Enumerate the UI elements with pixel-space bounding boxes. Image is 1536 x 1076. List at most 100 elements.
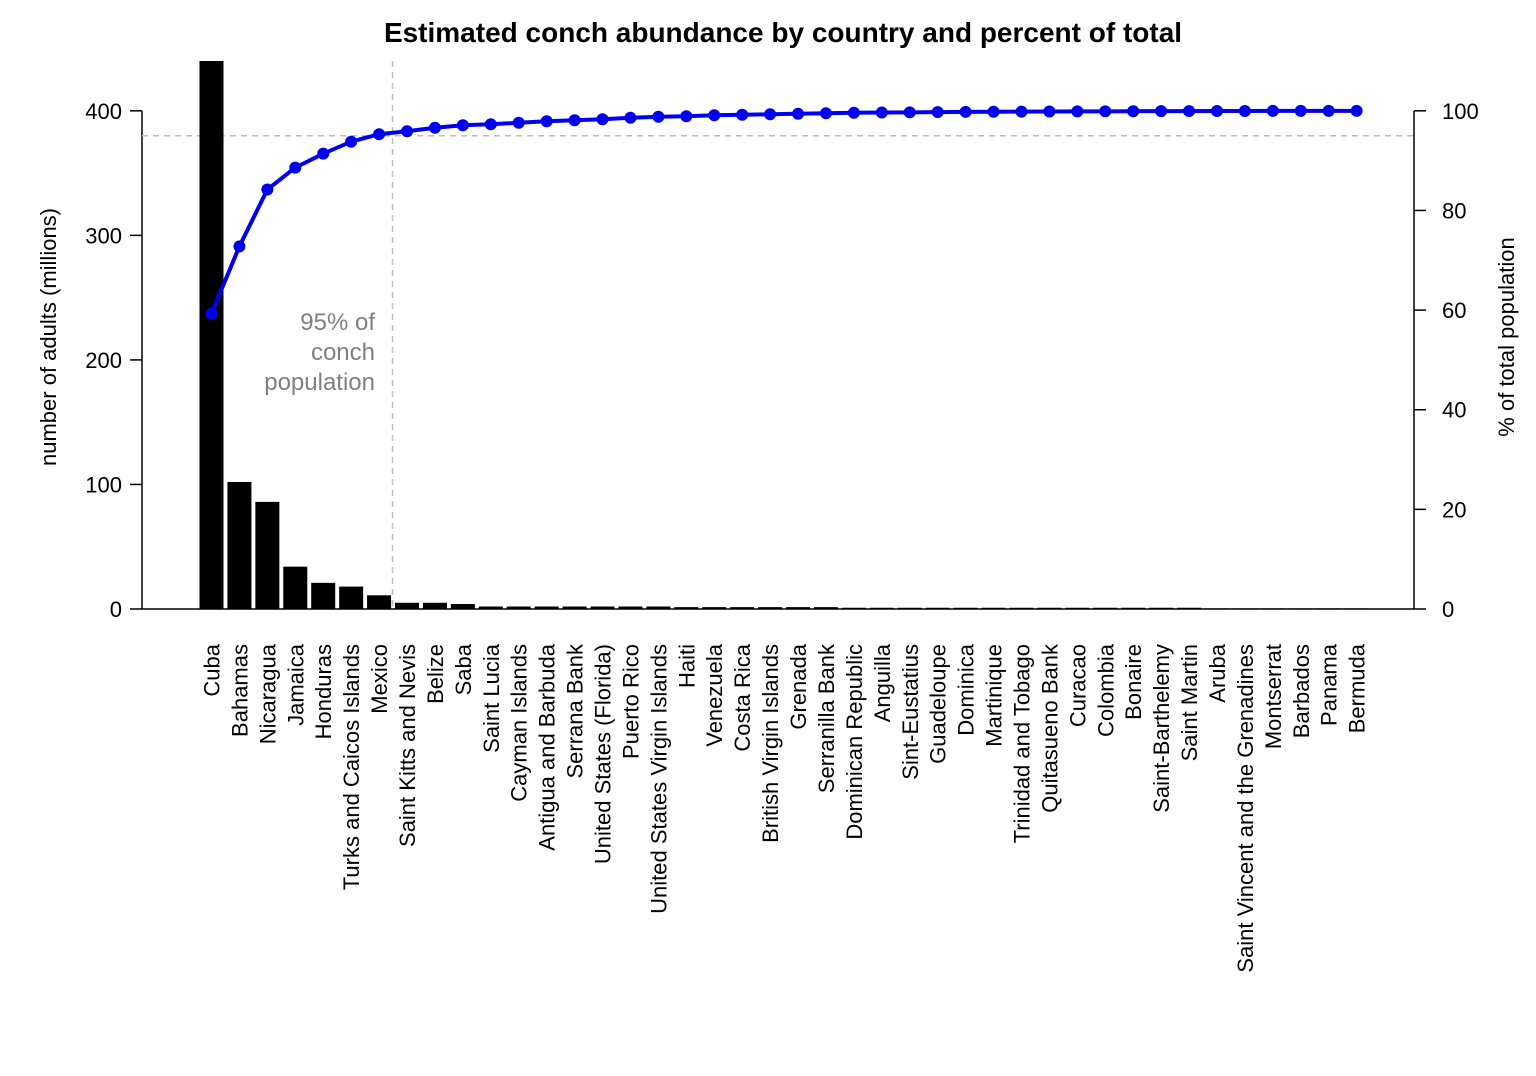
bar [283,566,308,609]
y-axis-label-right: % of total population [1494,237,1519,436]
annotation-line: 95% of [300,309,375,336]
bar [395,602,420,609]
category-label: Saint-Barthelemy [1149,644,1174,813]
category-label: Puerto Rico [618,644,643,759]
category-label: Bonaire [1121,644,1146,720]
cumulative-point [596,113,609,126]
cumulative-point [764,108,777,121]
category-label: Honduras [311,644,336,739]
bar [1121,607,1146,609]
bar [841,607,866,609]
bar [506,606,531,609]
category-label: Anguilla [870,643,895,722]
category-label: Serrana Bank [563,643,588,779]
left-tick-label: 400 [85,99,122,124]
bar [1177,607,1202,609]
cumulative-point [959,105,972,118]
category-label: Belize [423,644,448,704]
right-tick-label: 0 [1442,597,1454,622]
left-tick-label: 100 [85,472,122,497]
cumulative-point [736,108,749,121]
category-label: Panama [1317,643,1342,726]
category-label: Mexico [367,644,392,714]
cumulative-point [847,106,860,119]
right-tick-label: 80 [1442,198,1466,223]
category-label: Saint Lucia [479,643,504,753]
cumulative-point [317,147,330,160]
category-label: Aruba [1205,643,1230,702]
category-label: Bahamas [227,644,252,737]
cumulative-point [233,240,246,253]
bar [1009,607,1034,609]
bar [897,607,922,609]
annotation-line: population [264,369,375,396]
y-axis-label-left: number of adults (millions) [36,208,61,466]
category-label: Nicaragua [255,643,280,744]
cumulative-point [819,107,832,120]
cumulative-point [456,119,469,132]
cumulative-point [680,110,693,123]
bar [339,586,364,609]
category-label: Saint Vincent and the Grenadines [1233,644,1258,973]
cumulative-point [1099,105,1112,118]
left-tick-label: 0 [110,597,122,622]
category-label: Grenada [786,643,811,729]
bar [953,607,978,609]
cumulative-point [289,161,302,174]
bar [422,602,447,609]
category-label: Trinidad and Tobago [1009,644,1034,843]
bar [1149,607,1174,609]
category-label: Curacao [1065,644,1090,727]
bar [367,595,392,609]
category-label: Antigua and Barbuda [535,643,560,850]
left-tick-label: 300 [85,223,122,248]
category-label: Dominican Republic [842,644,867,840]
cumulative-point [1210,105,1223,118]
cumulative-point [652,110,665,123]
right-tick-label: 20 [1442,497,1466,522]
category-label: Haiti [674,644,699,688]
right-tick-label: 40 [1442,398,1466,423]
cumulative-point [987,105,1000,118]
bar [311,582,336,609]
bar [255,501,280,609]
cumulative-point [708,109,721,122]
category-label: Serranilla Bank [814,643,839,793]
cumulative-point [624,111,637,124]
cumulative-point [401,125,414,138]
cumulative-point [1071,105,1084,118]
cumulative-point [1238,104,1251,117]
category-label: Barbados [1289,644,1314,738]
category-label: Guadeloupe [926,644,951,764]
bar [450,604,475,609]
bar [1093,607,1118,609]
left-tick-label: 200 [85,348,122,373]
category-tick-labels: Cuba Bahamas Nicaragua Jamaica Honduras Turks… [200,643,1370,973]
category-label: Bermuda [1345,643,1370,733]
annotation-line: conch [311,339,375,366]
bar-series [199,61,1369,609]
bar [1260,608,1285,609]
cumulative-point [931,106,944,119]
category-label: Cuba [200,643,225,696]
bar [981,607,1006,609]
category-label: Turks and Caicos Islands [339,644,364,890]
bar [925,607,950,609]
cumulative-point [205,307,218,320]
bar [1232,608,1257,609]
cumulative-point [1015,105,1028,118]
cumulative-point [345,135,358,148]
right-y-axis: 0 20 40 60 80 100 [1413,99,1479,622]
cumulative-point [1127,105,1140,118]
bar [534,606,559,609]
category-label: Montserrat [1261,644,1286,749]
category-label: Quitasueno Bank [1037,643,1062,813]
bar [227,481,252,609]
cumulative-point [540,115,553,128]
bar [618,606,643,609]
cumulative-point [428,121,441,134]
cumulative-point [484,118,497,131]
bar [478,606,503,609]
bar [1288,608,1313,609]
cumulative-point [512,116,525,129]
